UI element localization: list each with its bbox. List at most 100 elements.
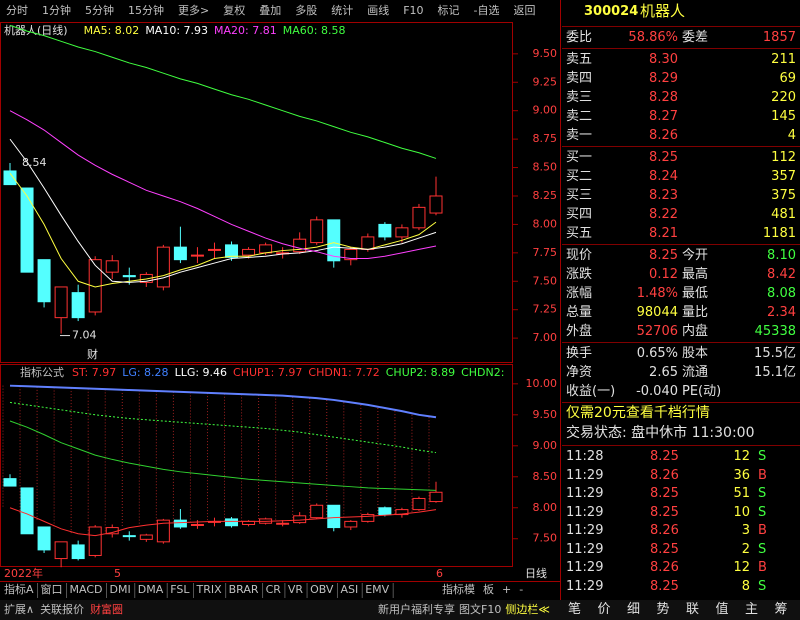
- indicator-tab[interactable]: DMI: [110, 583, 131, 596]
- status-link[interactable]: 新用户福利专享: [378, 602, 455, 616]
- cell: 8.25: [650, 578, 679, 594]
- cell: 收益(一): [566, 384, 616, 399]
- indicator-tab[interactable]: FSL: [170, 583, 190, 596]
- candle-body: [225, 518, 239, 527]
- status-link[interactable]: 财富圈: [90, 602, 123, 616]
- quote-row: 11:28 8.25 12 S: [562, 447, 800, 466]
- indicator-tab[interactable]: BRAR: [229, 583, 259, 596]
- status-link[interactable]: 侧边栏≪: [505, 602, 550, 616]
- indicator-tab[interactable]: VR: [288, 583, 304, 596]
- toolbar-button[interactable]: 更多>: [178, 3, 209, 17]
- cell: PE(动): [682, 384, 722, 399]
- cell: S: [758, 449, 767, 464]
- indicator-tab[interactable]: 指标A: [4, 582, 34, 596]
- tab-tool[interactable]: -: [519, 583, 523, 596]
- toolbar-button[interactable]: 统计: [331, 4, 353, 17]
- legend-entry: CHUP1: 7.97: [233, 366, 302, 379]
- panel-tab[interactable]: 势: [656, 602, 670, 617]
- cell: 357: [771, 169, 796, 184]
- cell: S: [758, 504, 767, 520]
- quote-row: 换手 0.65% 股本 15.5亿: [562, 344, 800, 363]
- cell: 8.23: [649, 188, 678, 203]
- cell: 交易状态: 盘中休市 11:30:00: [566, 425, 755, 441]
- indicator-tab[interactable]: EMV: [365, 583, 389, 596]
- y-tick-label: 10.00: [526, 377, 558, 390]
- legend-entry: MA60: 8.58: [283, 24, 346, 37]
- toolbar-button[interactable]: -自选: [474, 4, 500, 17]
- indicator-tab[interactable]: 窗口: [41, 582, 63, 596]
- quote-panel: 300024 机器人 委比 58.86% 委差 1857 卖五 8.30 211 卖四 8.29 69…: [562, 0, 800, 620]
- quote-row: 净资 2.65 流通 15.1亿: [562, 363, 800, 382]
- panel-tab[interactable]: 主: [745, 602, 759, 617]
- candle-body: [429, 491, 443, 503]
- panel-tab[interactable]: 筹: [774, 602, 788, 617]
- cell: 卖五: [566, 52, 593, 67]
- cell: 净资: [566, 365, 593, 380]
- toolbar-button[interactable]: 画线: [367, 3, 389, 17]
- cell: 145: [771, 109, 796, 124]
- indicator-tab[interactable]: DMA: [138, 583, 164, 596]
- quote-row: 卖一 8.26 4: [562, 126, 800, 145]
- line-series: [9, 507, 437, 537]
- toolbar-button[interactable]: 多股: [295, 3, 317, 17]
- quote-row: 涨幅 1.48% 最低 8.08: [562, 284, 800, 303]
- toolbar-button[interactable]: 返回: [514, 4, 536, 17]
- cell: 69: [779, 71, 796, 86]
- indicator-tab[interactable]: MACD: [70, 583, 103, 596]
- candle-body: [327, 219, 341, 262]
- indicator-tab[interactable]: CR: [266, 583, 282, 596]
- cell: 仅需20元查看千档行情: [566, 405, 710, 421]
- cell: 量比: [682, 305, 709, 320]
- status-link[interactable]: 关联报价: [40, 602, 84, 616]
- quote-row: 买二 8.24 357: [562, 167, 800, 186]
- candle-body: [344, 520, 358, 528]
- high-annotation: 8.54: [22, 156, 47, 169]
- cell: 11:28: [566, 449, 604, 464]
- cell: 买一: [566, 150, 593, 165]
- candle-body: [225, 244, 239, 258]
- toolbar-button[interactable]: 分时: [6, 4, 28, 17]
- line-series: [9, 24, 437, 159]
- candle-body: [344, 248, 358, 261]
- tab-tool[interactable]: 指标模: [442, 582, 475, 596]
- cell: B: [758, 467, 767, 483]
- tab-tool[interactable]: +: [502, 583, 511, 596]
- candle-body: [395, 509, 409, 516]
- panel-tab[interactable]: 笔: [568, 602, 582, 617]
- indicator-tab[interactable]: ASI: [340, 583, 358, 596]
- toolbar-button[interactable]: F10: [403, 4, 423, 17]
- cell: 8.21: [649, 226, 678, 241]
- toolbar-button[interactable]: 1分钟: [42, 3, 71, 17]
- toolbar-button[interactable]: 15分钟: [128, 3, 164, 17]
- candle-body: [156, 519, 170, 543]
- y-tick-label: 9.00: [533, 439, 558, 452]
- candle-body: [242, 248, 256, 256]
- panel-tab[interactable]: 价: [597, 602, 611, 617]
- panel-tab[interactable]: 值: [715, 602, 729, 617]
- y-tick-label: 8.00: [533, 217, 558, 230]
- status-link[interactable]: 图文F10: [459, 602, 501, 616]
- toolbar-button[interactable]: 复权: [223, 3, 245, 17]
- candle-body: [361, 236, 375, 250]
- toolbar-button[interactable]: 标记: [438, 3, 460, 17]
- quote-row: 买四 8.22 481: [562, 205, 800, 224]
- toolbar-button[interactable]: 5分钟: [85, 3, 114, 17]
- panel-tab[interactable]: 细: [627, 602, 641, 617]
- quote-row: 11:29 8.25 51 S: [562, 484, 800, 503]
- indicator-tab[interactable]: OBV: [310, 583, 334, 596]
- tab-tool[interactable]: 板: [483, 582, 494, 596]
- cell: 11:29: [566, 523, 604, 538]
- panel-tab[interactable]: 联: [686, 602, 700, 617]
- toolbar-button[interactable]: 叠加: [259, 4, 281, 17]
- cell: 11:29: [566, 541, 604, 557]
- status-link[interactable]: 扩展∧: [4, 602, 34, 616]
- cell: 机器人: [640, 2, 686, 20]
- sep: [562, 146, 800, 147]
- quote-row: 卖五 8.30 211: [562, 50, 800, 69]
- period-label: 日线: [525, 566, 547, 580]
- line-series: [9, 110, 437, 260]
- indicator-tab[interactable]: TRIX: [195, 583, 222, 596]
- cell: 8.22: [649, 207, 678, 222]
- cell: 8.28: [649, 90, 678, 105]
